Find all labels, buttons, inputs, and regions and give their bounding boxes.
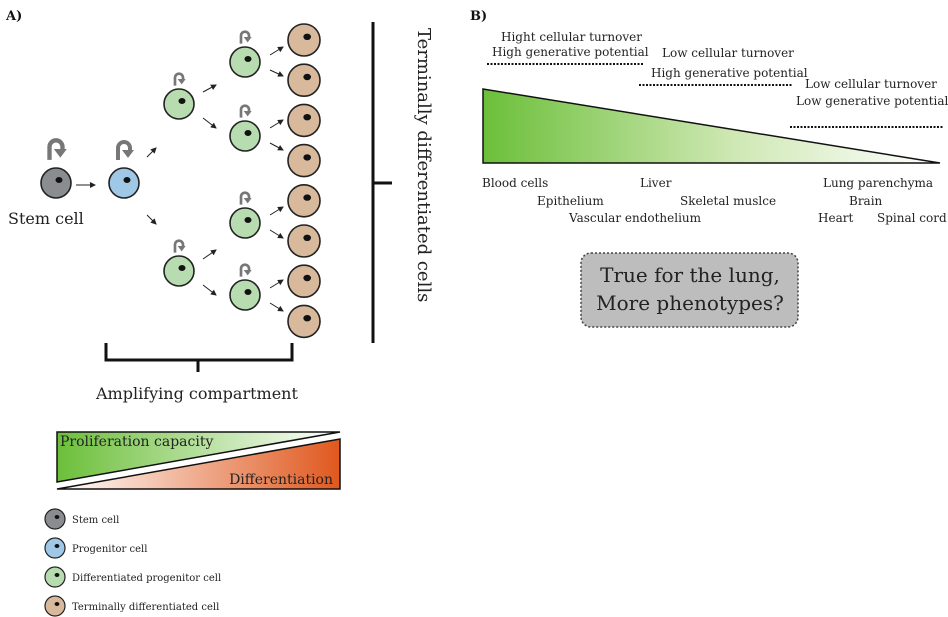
annotation-3-line2: Low generative potential <box>796 94 948 108</box>
annotation-2-line1: Low cellular turnover <box>662 46 794 60</box>
tissue-heart: Heart <box>818 211 853 225</box>
diff-progenitor-cell-icon <box>229 191 261 239</box>
legend-swatch-icon <box>44 566 66 588</box>
terminal-cell-icon <box>287 304 321 339</box>
legend-label: Terminally differentiated cell <box>72 602 219 613</box>
terminal-label: Terminally differentiated cells <box>413 28 434 302</box>
tissue-epithelium: Epithelium <box>537 194 604 208</box>
legend-label: Differentiated progenitor cell <box>72 573 221 584</box>
diff-progenitor-cell-icon <box>163 72 195 120</box>
terminal-cell-icon <box>287 23 321 57</box>
diff-progenitor-cell-icon <box>163 239 195 287</box>
tissue-blood: Blood cells <box>482 176 548 190</box>
annotation-3-line1: Low cellular turnover <box>805 77 937 91</box>
question-box <box>580 252 799 328</box>
legend-swatch-icon <box>44 595 66 617</box>
stem-cell-label: Stem cell <box>8 209 84 228</box>
stem-cell-icon <box>40 140 72 199</box>
diff-progenitor-cell-icon <box>229 30 261 78</box>
amplifying-bracket <box>104 343 294 372</box>
terminal-cells <box>287 23 321 339</box>
proliferation-label: Proliferation capacity <box>60 434 213 450</box>
diff-progenitor-cell-icon <box>229 104 261 152</box>
question-line1: True for the lung, <box>600 263 780 287</box>
legend-label: Progenitor cell <box>72 544 147 555</box>
question-line2: More phenotypes? <box>596 291 784 315</box>
proliferation-triangle <box>56 431 341 483</box>
legend-swatch-icon <box>44 537 66 559</box>
terminal-bracket <box>371 22 392 343</box>
tissue-brain: Brain <box>849 194 883 208</box>
terminal-cell-icon <box>287 224 321 258</box>
amplifying-label: Amplifying compartment <box>95 384 298 403</box>
arrow-icon <box>202 117 217 129</box>
proliferation-differentiation-graphic <box>56 431 341 490</box>
annotation-1-line1: Hight cellular turnover <box>501 30 642 44</box>
arrow-icon <box>269 46 284 312</box>
potential-gradient-triangle <box>482 88 941 164</box>
terminal-cell-icon <box>287 143 321 178</box>
terminal-cell-icon <box>287 184 321 218</box>
terminal-cell-icon <box>287 103 321 138</box>
arrow-icon <box>146 147 157 158</box>
panel-b-label: B) <box>470 9 487 24</box>
tissue-lung: Lung parenchyma <box>823 176 933 190</box>
tissue-spinal: Spinal cord <box>877 211 947 225</box>
terminal-cell-icon <box>287 264 321 299</box>
differentiation-label: Differentiation <box>229 472 333 488</box>
arrow-icon <box>146 214 157 225</box>
legend: Stem cell Progenitor cell Differentiated p… <box>44 508 221 617</box>
diff-progenitor-cell-icon <box>229 263 261 311</box>
legend-label: Stem cell <box>72 515 119 526</box>
tissue-liver: Liver <box>640 176 672 190</box>
progenitor-cell-icon <box>108 142 140 199</box>
annotation-2-line2: High generative potential <box>651 66 808 80</box>
tissue-skeletal: Skeletal muslce <box>680 194 776 208</box>
arrow-icon <box>202 249 217 260</box>
annotation-1-line2: High generative potential <box>492 45 649 59</box>
panel-a-label: A) <box>5 9 22 24</box>
differentiation-triangle <box>56 438 341 490</box>
lineage-tree <box>40 23 321 339</box>
terminal-cell-icon <box>287 63 321 97</box>
legend-swatch-icon <box>44 508 66 530</box>
arrow-icon <box>202 84 217 93</box>
arrow-icon <box>202 284 217 296</box>
tissue-vascular: Vascular endothelium <box>568 211 702 225</box>
